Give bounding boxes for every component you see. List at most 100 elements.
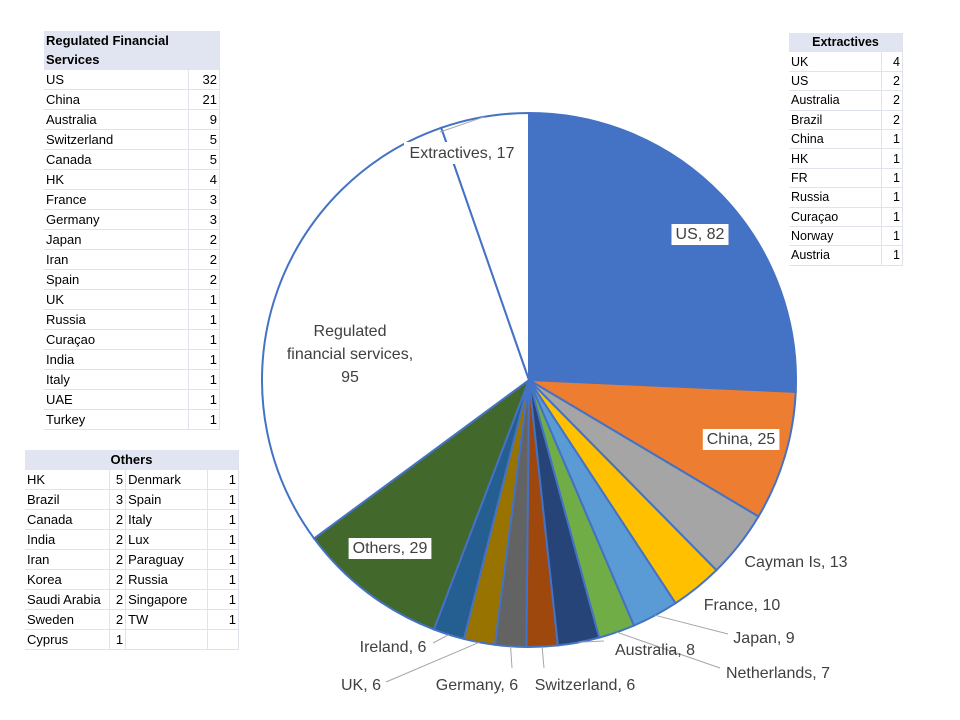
table-row: HK 5 Denmark 1 bbox=[25, 469, 240, 490]
country-cell: Curaçao bbox=[44, 329, 189, 350]
table-row: Germany 3 bbox=[44, 209, 220, 230]
country-cell: Lux bbox=[125, 529, 208, 550]
count-cell: 1 bbox=[881, 226, 903, 247]
count-cell: 5 bbox=[188, 149, 220, 170]
table-row: UK 4 bbox=[789, 51, 903, 72]
table-row: Iran 2 bbox=[44, 249, 220, 270]
country-cell: Italy bbox=[44, 369, 189, 390]
count-cell: 1 bbox=[207, 569, 240, 590]
country-cell: HK bbox=[25, 469, 110, 490]
count-cell: 1 bbox=[188, 409, 220, 430]
country-cell: Curaçao bbox=[789, 207, 883, 227]
data-label-bg-others bbox=[348, 538, 432, 559]
count-cell: 2 bbox=[109, 569, 127, 590]
country-cell: Iran bbox=[44, 249, 189, 270]
data-label-us: US, 82 bbox=[676, 226, 725, 243]
table-row: Switzerland 5 bbox=[44, 129, 220, 150]
data-label-extractives: Extractives, 17 bbox=[410, 145, 515, 162]
table-row: Saudi Arabia 2 Singapore 1 bbox=[25, 589, 240, 610]
table-row: HK 4 bbox=[44, 169, 220, 190]
country-cell bbox=[125, 629, 208, 650]
country-cell: HK bbox=[44, 169, 189, 190]
country-cell: US bbox=[789, 71, 883, 92]
country-cell: Russia bbox=[789, 187, 883, 208]
count-cell: 2 bbox=[881, 71, 903, 92]
table-row: HK 1 bbox=[789, 148, 903, 169]
country-cell: TW bbox=[125, 609, 208, 630]
table-row: US 32 bbox=[44, 69, 220, 90]
count-cell: 1 bbox=[207, 609, 240, 630]
count-cell: 1 bbox=[188, 329, 220, 350]
table-row: Austria 1 bbox=[789, 245, 903, 266]
country-cell: Iran bbox=[25, 549, 110, 570]
table-row: Brazil 3 Spain 1 bbox=[25, 489, 240, 510]
count-cell: 3 bbox=[109, 489, 127, 510]
country-cell: Korea bbox=[25, 569, 110, 590]
table-row: Italy 1 bbox=[44, 369, 220, 390]
table-row: Curaçao 1 bbox=[789, 207, 903, 227]
count-cell: 4 bbox=[188, 169, 220, 190]
table-row: Korea 2 Russia 1 bbox=[25, 569, 240, 590]
count-cell: 1 bbox=[188, 349, 220, 370]
count-cell: 1 bbox=[881, 245, 903, 266]
country-cell: Germany bbox=[44, 209, 189, 230]
count-cell: 1 bbox=[207, 509, 240, 530]
data-label-bg-extractives bbox=[404, 142, 522, 164]
table-row: Curaçao 1 bbox=[44, 329, 220, 350]
count-cell: 3 bbox=[188, 209, 220, 230]
count-cell: 1 bbox=[207, 489, 240, 510]
count-cell: 1 bbox=[207, 469, 240, 490]
pie-slice-regulated-financial-services bbox=[261, 126, 531, 540]
table-row: Norway 1 bbox=[789, 226, 903, 247]
table-row: Japan 2 bbox=[44, 229, 220, 250]
leader-line-ireland bbox=[432, 634, 449, 644]
count-cell: 4 bbox=[881, 51, 903, 72]
table-row: Brazil 2 bbox=[789, 110, 903, 130]
country-cell: Australia bbox=[789, 90, 883, 111]
count-cell: 32 bbox=[188, 69, 220, 90]
country-cell: Singapore bbox=[125, 589, 208, 610]
count-cell: 1 bbox=[188, 389, 220, 410]
count-cell: 5 bbox=[188, 129, 220, 150]
data-label-bg-us bbox=[671, 224, 729, 245]
table-row: UK 1 bbox=[44, 289, 220, 310]
count-cell: 2 bbox=[881, 90, 903, 111]
table-row: France 3 bbox=[44, 189, 220, 210]
table-row: China 1 bbox=[789, 129, 903, 150]
count-cell: 1 bbox=[881, 168, 903, 189]
count-cell: 1 bbox=[188, 289, 220, 310]
country-cell: Switzerland bbox=[44, 129, 189, 150]
pie-slice-others bbox=[312, 377, 532, 631]
count-cell: 2 bbox=[188, 249, 220, 270]
data-label-japan: Japan, 9 bbox=[733, 630, 794, 647]
count-cell: 1 bbox=[188, 369, 220, 390]
leader-line-japan bbox=[655, 614, 729, 635]
data-label-germany: Germany, 6 bbox=[436, 677, 519, 694]
count-cell: 2 bbox=[109, 529, 127, 550]
country-cell: US bbox=[44, 69, 189, 90]
country-cell: Turkey bbox=[44, 409, 189, 430]
country-cell: India bbox=[25, 529, 110, 550]
data-label-france: France, 10 bbox=[704, 597, 781, 614]
country-cell: UK bbox=[44, 289, 189, 310]
table-row: US 2 bbox=[789, 71, 903, 92]
pie-labels: US, 82 China, 25 Cayman Is, 13 France, 10 Ja… bbox=[287, 116, 848, 694]
leader-line-australia bbox=[578, 640, 605, 643]
table-row: Turkey 1 bbox=[44, 409, 220, 430]
table-row: UAE 1 bbox=[44, 389, 220, 410]
data-label-china: China, 25 bbox=[707, 431, 776, 448]
table-row: Australia 9 bbox=[44, 109, 220, 130]
count-cell: 1 bbox=[188, 309, 220, 330]
count-cell: 2 bbox=[109, 509, 127, 530]
country-cell: Saudi Arabia bbox=[25, 589, 110, 610]
count-cell bbox=[207, 629, 240, 650]
country-cell: HK bbox=[789, 148, 883, 169]
table-row: India 1 bbox=[44, 349, 220, 370]
data-label-uk: UK, 6 bbox=[341, 677, 381, 694]
pie-slice-us bbox=[528, 111, 797, 393]
table-row: Russia 1 bbox=[44, 309, 220, 330]
country-cell: Norway bbox=[789, 226, 883, 247]
count-cell: 1 bbox=[881, 207, 903, 227]
data-label-ireland: Ireland, 6 bbox=[360, 639, 427, 656]
